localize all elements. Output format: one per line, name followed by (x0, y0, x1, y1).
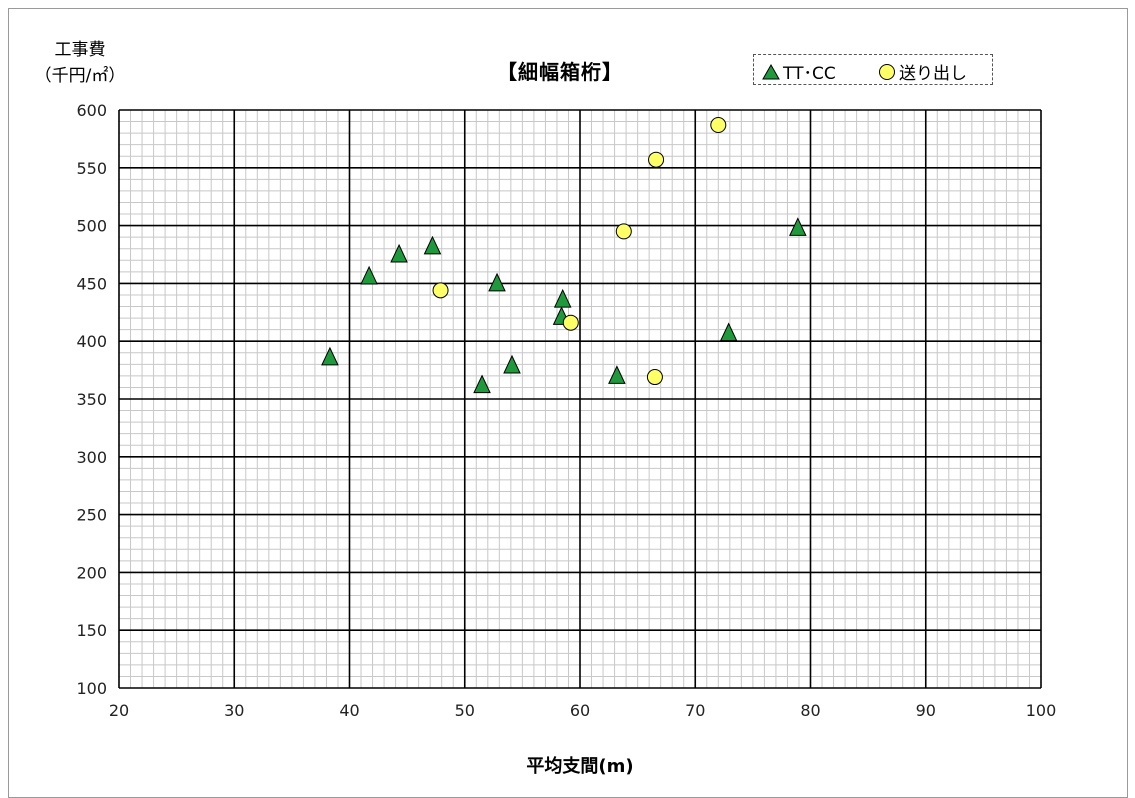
data-point-triangle (423, 235, 442, 255)
data-point-circle (646, 369, 663, 386)
y-tick-label: 200 (76, 563, 107, 582)
data-point-circle (648, 151, 665, 168)
major-grid (118, 109, 1042, 689)
data-point-triangle (608, 365, 626, 384)
data-point-triangle (321, 346, 339, 366)
y-tick-label: 500 (76, 217, 107, 236)
x-tick-label: 60 (570, 701, 590, 720)
legend-circle-icon (879, 63, 895, 80)
data-point-triangle (789, 217, 807, 236)
legend: TT･CC 送り出し (753, 54, 993, 85)
data-point-triangle (488, 272, 506, 292)
x-axis-label: 平均支間(m) (526, 756, 634, 777)
y-tick-label: 600 (76, 101, 107, 120)
x-tick-label: 70 (685, 701, 705, 720)
y-axis-label: 工事費 （千円/㎡） (30, 37, 130, 89)
data-point-triangle (390, 243, 408, 263)
data-point-circle (615, 223, 632, 240)
data-point-circle (432, 282, 449, 299)
data-points (321, 117, 807, 394)
data-point-circle (710, 117, 727, 134)
data-point-triangle (360, 265, 378, 285)
legend-item-tt-cc: TT･CC (762, 59, 836, 84)
data-point-circle (562, 314, 579, 331)
x-tick-label: 30 (224, 701, 244, 720)
y-tick-label: 400 (76, 332, 107, 351)
x-tick-label: 80 (800, 701, 820, 720)
y-tick-label: 450 (76, 274, 107, 293)
legend-label-tt-cc: TT･CC (783, 64, 836, 84)
data-point-triangle (719, 322, 738, 342)
x-tick-label: 20 (109, 701, 129, 720)
legend-item-okuridashi: 送り出し (878, 59, 967, 84)
x-tick-labels: 20 30 40 50 60 70 80 90 100 (109, 701, 1056, 720)
x-tick-label: 100 (1026, 701, 1057, 720)
data-point-triangle (553, 288, 572, 308)
data-point-triangle (473, 374, 491, 394)
y-axis-label-line-1: 工事費 (54, 40, 106, 60)
y-tick-label: 250 (76, 506, 107, 525)
y-tick-label: 300 (76, 448, 107, 467)
y-tick-label: 350 (76, 390, 107, 409)
y-tick-labels: 100 150 200 250 300 350 400 450 500 550 600 (76, 101, 107, 698)
y-tick-label: 550 (76, 159, 107, 178)
y-axis-label-line-2: （千円/㎡） (34, 66, 126, 86)
y-tick-label: 150 (76, 621, 107, 640)
legend-label-okuridashi: 送り出し (899, 64, 967, 84)
data-point-triangle (503, 354, 521, 374)
chart-title: 【細幅箱桁】 (497, 60, 623, 84)
x-tick-label: 40 (339, 701, 359, 720)
y-tick-label: 100 (76, 679, 107, 698)
legend-triangle-icon (762, 63, 780, 79)
x-tick-label: 50 (455, 701, 475, 720)
x-tick-label: 90 (916, 701, 936, 720)
